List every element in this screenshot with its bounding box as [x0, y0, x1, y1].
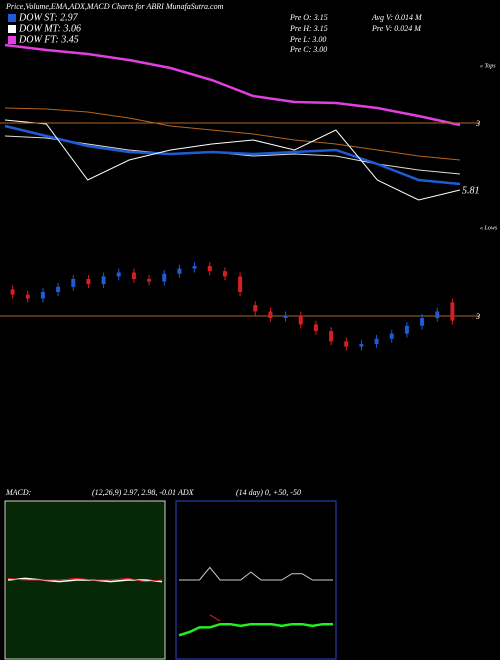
candle-body [25, 294, 30, 299]
series-line [209, 614, 221, 622]
info: Pre H: 3.15 [289, 24, 328, 33]
candle-body [313, 324, 318, 331]
lows-label: « Lows [480, 225, 498, 231]
candle-body [131, 272, 136, 279]
candle-body [192, 266, 197, 269]
legend-label: DOW MT: 3.06 [18, 23, 81, 34]
legend-label: DOW FT: 3.45 [18, 34, 79, 45]
legend-swatch [8, 25, 16, 33]
level-label: 3 [475, 119, 480, 128]
series-line [178, 622, 333, 637]
candle-body [253, 305, 258, 312]
level-label: 3 [475, 312, 480, 321]
candle-body [101, 276, 106, 285]
adx-subtitle: (14 day) 0, +50, -50 [236, 488, 301, 497]
candle-body [268, 311, 273, 318]
series-line [4, 119, 461, 201]
candle-body [162, 273, 167, 282]
legend-swatch [8, 14, 16, 22]
info: Pre O: 3.15 [289, 13, 328, 22]
candle-body [344, 341, 349, 347]
info: Pre L: 3.00 [289, 35, 326, 44]
candle-body [56, 286, 61, 292]
candle-body [404, 325, 409, 334]
info: Avg V: 0.014 M [371, 13, 423, 22]
candle-body [86, 279, 91, 285]
adx-panel [175, 500, 337, 660]
candle-body [435, 311, 440, 318]
candle-body [374, 338, 379, 344]
candle-body [283, 315, 288, 318]
series-line [4, 43, 461, 127]
candle-body [40, 292, 45, 299]
legend-swatch [8, 36, 16, 44]
candle-body [329, 331, 334, 342]
candle-body [147, 279, 152, 282]
candle-body [450, 302, 455, 321]
candle-body [222, 271, 227, 277]
candle-body [10, 289, 15, 295]
info: Pre V: 0.024 M [371, 24, 422, 33]
candle-body [420, 318, 425, 326]
legend-label: DOW ST: 2.97 [18, 12, 79, 23]
series-line [7, 577, 163, 583]
macd-title: MACD: [5, 488, 32, 497]
candle-body [71, 279, 76, 287]
candle-body [298, 315, 303, 325]
candle-body [116, 272, 121, 277]
candle-body [238, 276, 243, 292]
candle-body [389, 333, 394, 339]
candle-body [177, 268, 182, 274]
info: Pre C: 3.00 [289, 45, 327, 54]
adx-title: ADX [177, 488, 195, 497]
series-line [179, 566, 333, 581]
candle-body [207, 266, 212, 272]
annotation: 5.81 [462, 185, 480, 196]
series-line [4, 107, 461, 161]
tops-label: « Tops [480, 63, 496, 69]
series-line [4, 124, 461, 186]
page-title: Price,Volume,EMA,ADX,MACD Charts for ABR… [5, 2, 224, 11]
candle-body [359, 344, 364, 347]
macd-subtitle: (12,26,9) 2.97, 2.98, -0.01 [92, 488, 176, 497]
